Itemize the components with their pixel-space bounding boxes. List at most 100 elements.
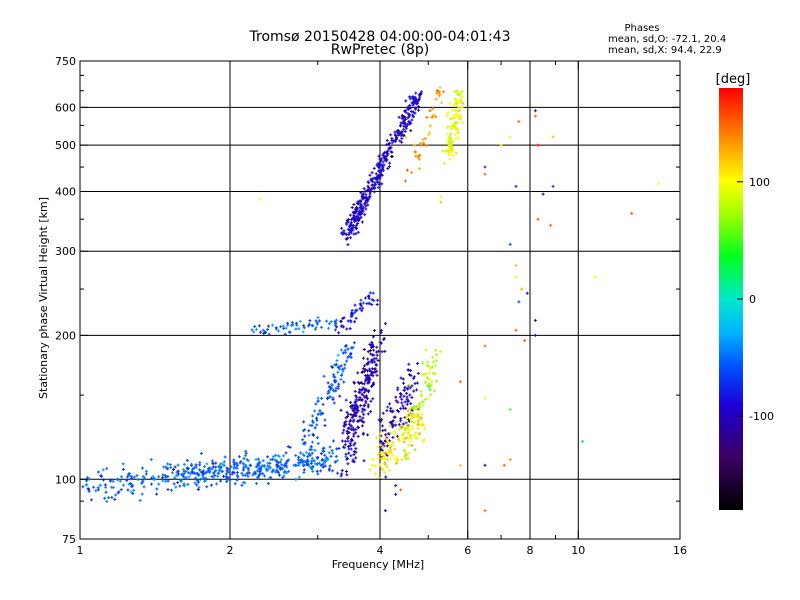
data-point [266, 324, 270, 328]
data-point [176, 480, 180, 484]
data-point [371, 291, 375, 295]
data-point [391, 435, 395, 439]
data-point [319, 469, 323, 473]
data-point [379, 341, 383, 345]
data-point [445, 113, 449, 117]
data-point [361, 301, 365, 305]
data-point [403, 428, 407, 432]
data-point [306, 455, 310, 459]
data-point [356, 425, 360, 429]
data-point [374, 472, 378, 476]
data-point [402, 381, 406, 385]
data-point [107, 496, 111, 500]
data-point [257, 473, 261, 477]
data-point [127, 473, 131, 477]
data-point [441, 149, 445, 153]
data-point [216, 471, 220, 475]
data-point [581, 439, 585, 443]
data-point [386, 142, 390, 146]
data-point [372, 185, 376, 189]
data-point [342, 351, 346, 355]
data-point [94, 489, 98, 493]
data-point [416, 371, 420, 375]
data-point [350, 428, 354, 432]
data-point [406, 431, 410, 435]
data-point [286, 321, 290, 325]
data-point [316, 399, 320, 403]
data-point [189, 472, 193, 476]
data-point [400, 140, 404, 144]
data-point [457, 117, 461, 121]
data-point [144, 469, 148, 473]
data-point [333, 319, 337, 323]
data-point [87, 487, 91, 491]
y-tick-label: 200 [55, 329, 76, 342]
data-point [196, 471, 200, 475]
data-point [417, 157, 421, 161]
data-point [514, 264, 518, 268]
data-point [280, 463, 284, 467]
data-point [405, 391, 409, 395]
data-point [142, 485, 146, 489]
data-point [408, 120, 412, 124]
data-point [104, 490, 108, 494]
data-point [301, 330, 305, 334]
data-point [419, 144, 423, 148]
colorbar-tick-label: 0 [749, 293, 756, 306]
data-point [397, 131, 401, 135]
data-point [126, 488, 130, 492]
data-point [354, 223, 358, 227]
data-point [406, 456, 410, 460]
data-point [448, 150, 452, 154]
data-point [290, 320, 294, 324]
data-point [410, 171, 414, 175]
data-point [348, 228, 352, 232]
data-point [417, 105, 421, 109]
phases-stats-o: mean, sd,O: -72.1, 20.4 [608, 34, 726, 45]
data-point [393, 456, 397, 460]
data-point [378, 157, 382, 161]
data-point [323, 418, 327, 422]
data-point [452, 103, 456, 107]
data-point [353, 441, 357, 445]
data-point [408, 386, 412, 390]
data-point [525, 291, 529, 295]
data-point [304, 460, 308, 464]
data-point [657, 182, 661, 186]
data-point [459, 114, 463, 118]
data-point [420, 393, 424, 397]
data-point [421, 440, 425, 444]
data-point [266, 461, 270, 465]
data-point [386, 166, 390, 170]
data-point [141, 474, 145, 478]
data-point [356, 380, 360, 384]
data-point [294, 327, 298, 331]
data-point [89, 498, 93, 502]
data-point [420, 416, 424, 420]
data-point [217, 469, 221, 473]
data-point [410, 95, 414, 99]
data-point [301, 452, 305, 456]
data-point [458, 96, 462, 100]
data-point [275, 464, 279, 468]
colorbar-tick-label: 100 [749, 176, 770, 189]
data-point [456, 115, 460, 119]
data-point [353, 320, 357, 324]
data-point [105, 467, 109, 471]
data-point [322, 446, 326, 450]
data-point [355, 201, 359, 205]
data-point [353, 411, 357, 415]
data-point [374, 356, 378, 360]
data-point [221, 462, 225, 466]
data-point [414, 437, 418, 441]
data-point [483, 396, 487, 400]
data-point [383, 155, 387, 159]
data-point [378, 463, 382, 467]
data-point [354, 226, 358, 230]
data-point [314, 402, 318, 406]
data-point [405, 402, 409, 406]
data-point [176, 469, 180, 473]
data-point [379, 163, 383, 167]
data-point [453, 89, 457, 93]
data-point [371, 397, 375, 401]
